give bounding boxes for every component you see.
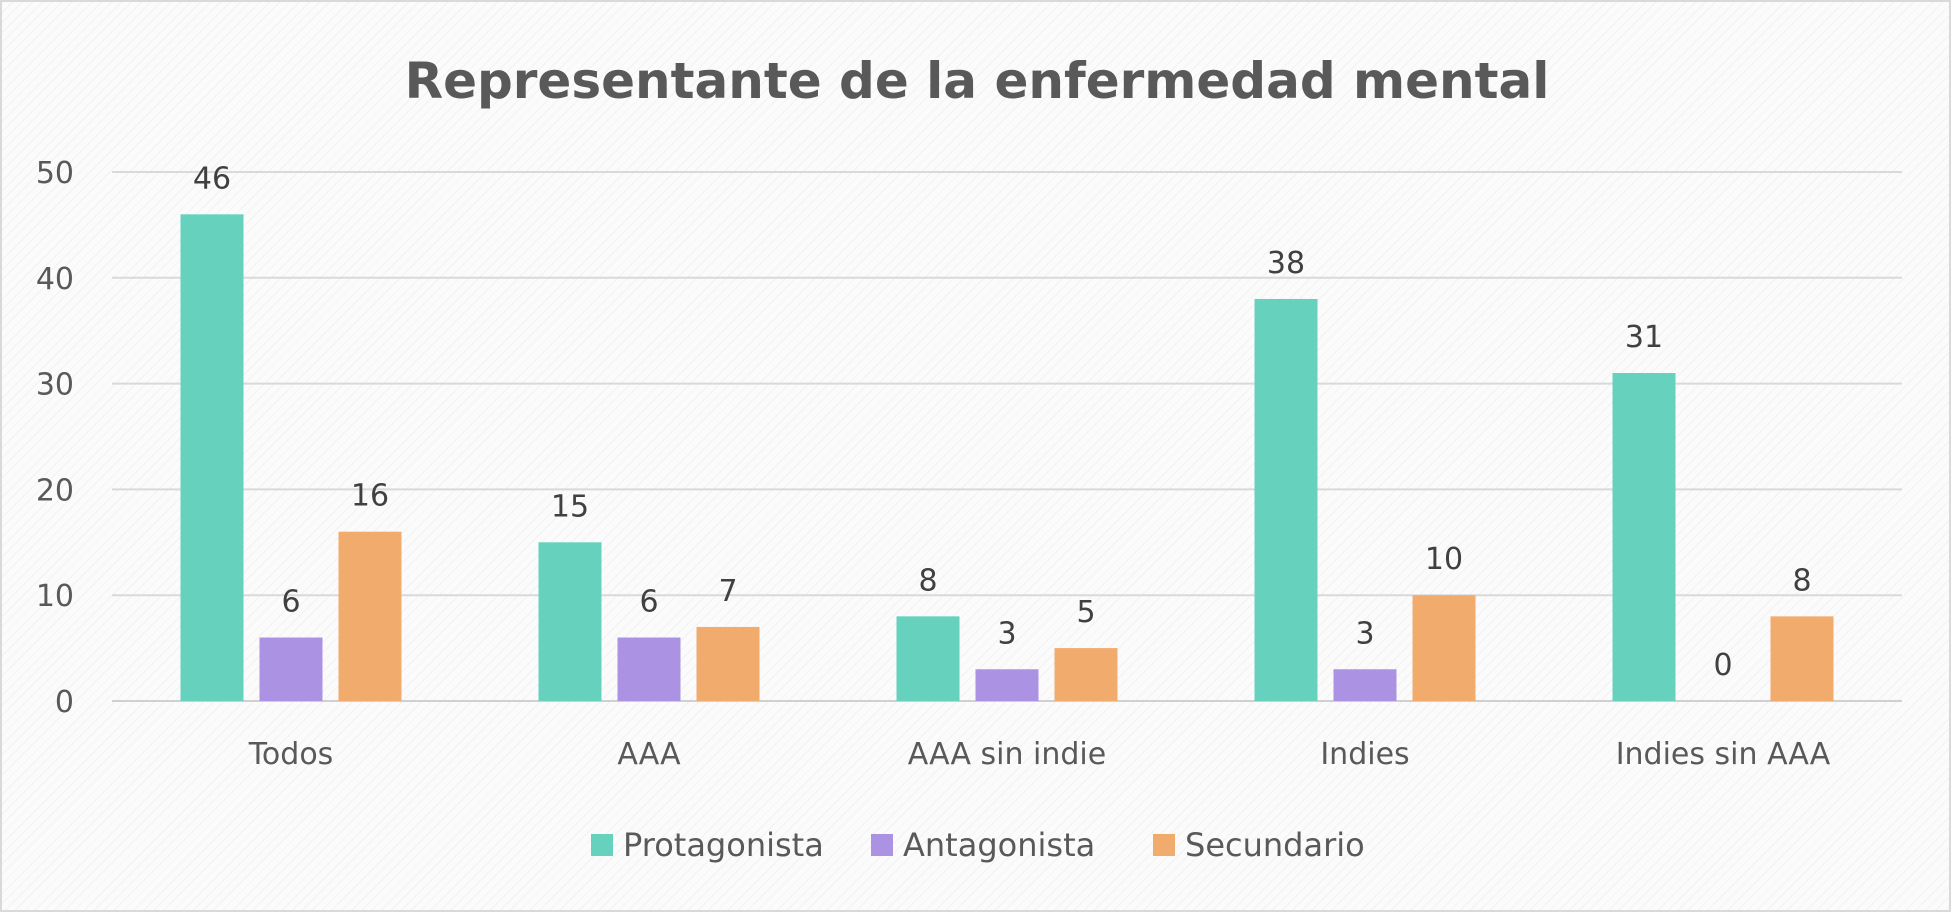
y-tick-label: 20 <box>36 473 74 508</box>
chart-title: Representante de la enfermedad mental <box>405 52 1550 110</box>
data-label: 16 <box>351 479 389 514</box>
data-label: 46 <box>193 161 231 196</box>
bar-secundario-3 <box>1412 595 1476 701</box>
bar-protagonista-4 <box>1612 373 1676 701</box>
legend-label: Protagonista <box>623 826 824 864</box>
x-axis-ticks: Todos AAA AAA sin indie Indies Indies sin AA… <box>248 737 1831 772</box>
y-tick-label: 50 <box>36 156 74 191</box>
y-axis-ticks: 0 10 20 30 40 50 <box>36 156 74 720</box>
x-tick-label: Todos <box>248 737 334 772</box>
y-tick-label: 30 <box>36 368 74 403</box>
bar-secundario-4 <box>1770 616 1834 701</box>
data-label: 10 <box>1425 542 1463 577</box>
bar-antagonista-1 <box>617 637 681 701</box>
gridlines <box>112 171 1902 702</box>
legend-swatch-secundario <box>1153 834 1175 856</box>
x-tick-label: AAA sin indie <box>908 737 1106 772</box>
data-label: 15 <box>551 489 589 524</box>
bar-antagonista-2 <box>975 669 1039 701</box>
bar-antagonista-0 <box>259 637 323 701</box>
data-label: 3 <box>997 616 1016 651</box>
y-tick-label: 40 <box>36 262 74 297</box>
bar-secundario-2 <box>1054 648 1118 701</box>
data-label: 38 <box>1267 246 1305 281</box>
data-label: 0 <box>1713 648 1732 683</box>
data-label: 5 <box>1076 595 1095 630</box>
bar-secundario-1 <box>696 626 760 701</box>
y-tick-label: 0 <box>55 685 74 720</box>
data-label: 7 <box>718 574 737 609</box>
legend-label: Antagonista <box>903 826 1095 864</box>
x-tick-label: AAA <box>617 737 681 772</box>
bar-protagonista-2 <box>896 616 960 701</box>
legend-swatch-protagonista <box>591 834 613 856</box>
legend: Protagonista Antagonista Secundario <box>591 826 1365 864</box>
data-label: 6 <box>281 585 300 620</box>
data-label: 8 <box>918 563 937 598</box>
data-label: 3 <box>1355 616 1374 651</box>
bars <box>180 214 1834 701</box>
data-label: 31 <box>1625 320 1663 355</box>
legend-label: Secundario <box>1185 826 1365 864</box>
x-tick-label: Indies <box>1320 737 1409 772</box>
bar-secundario-0 <box>338 531 402 701</box>
bar-antagonista-3 <box>1333 669 1397 701</box>
bar-protagonista-3 <box>1254 298 1318 701</box>
bar-protagonista-0 <box>180 214 244 701</box>
data-label: 6 <box>639 585 658 620</box>
bar-protagonista-1 <box>538 542 602 701</box>
y-tick-label: 10 <box>36 579 74 614</box>
x-tick-label: Indies sin AAA <box>1616 737 1831 772</box>
data-label: 8 <box>1792 563 1811 598</box>
legend-swatch-antagonista <box>871 834 893 856</box>
